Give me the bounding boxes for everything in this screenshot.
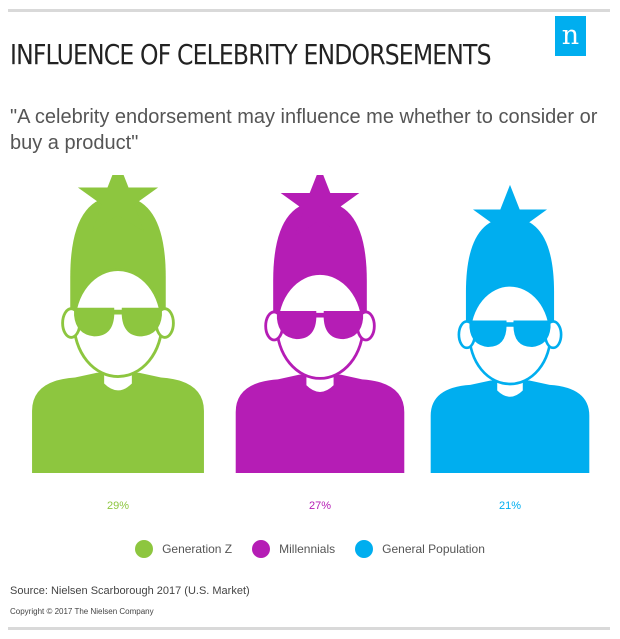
nielsen-logo: n	[555, 16, 586, 56]
person-icon-general-population	[430, 184, 590, 473]
legend-item-general-population: General Population	[355, 540, 485, 558]
value-label-millennials: 27%	[309, 500, 331, 512]
value-label-generation-z: 29%	[107, 500, 129, 512]
legend: Generation Z Millennials General Populat…	[0, 540, 620, 558]
person-icon-generation-z	[32, 175, 204, 473]
value-label-general-population: 21%	[499, 500, 521, 512]
chart-subtitle: "A celebrity endorsement may influence m…	[10, 106, 598, 154]
person-icon-millennials	[235, 175, 405, 473]
top-rule	[8, 9, 610, 12]
legend-swatch-generation-z	[135, 540, 154, 558]
legend-swatch-millennials	[252, 540, 271, 558]
legend-item-generation-z: Generation Z	[135, 540, 232, 558]
source-note: Source: Nielsen Scarborough 2017 (U.S. M…	[10, 585, 250, 597]
pictogram-chart: 29% 27% 21%	[32, 175, 590, 512]
legend-label-generation-z: Generation Z	[162, 542, 233, 556]
legend-label-millennials: Millennials	[279, 542, 336, 556]
legend-item-millennials: Millennials	[252, 540, 335, 558]
legend-label-general-population: General Population	[382, 542, 485, 556]
bottom-rule	[8, 627, 610, 630]
chart-title: INFLUENCE OF CELEBRITY ENDORSEMENTS	[10, 38, 492, 71]
copyright-note: Copyright © 2017 The Nielsen Company	[10, 607, 154, 616]
legend-swatch-general-population	[355, 540, 374, 558]
